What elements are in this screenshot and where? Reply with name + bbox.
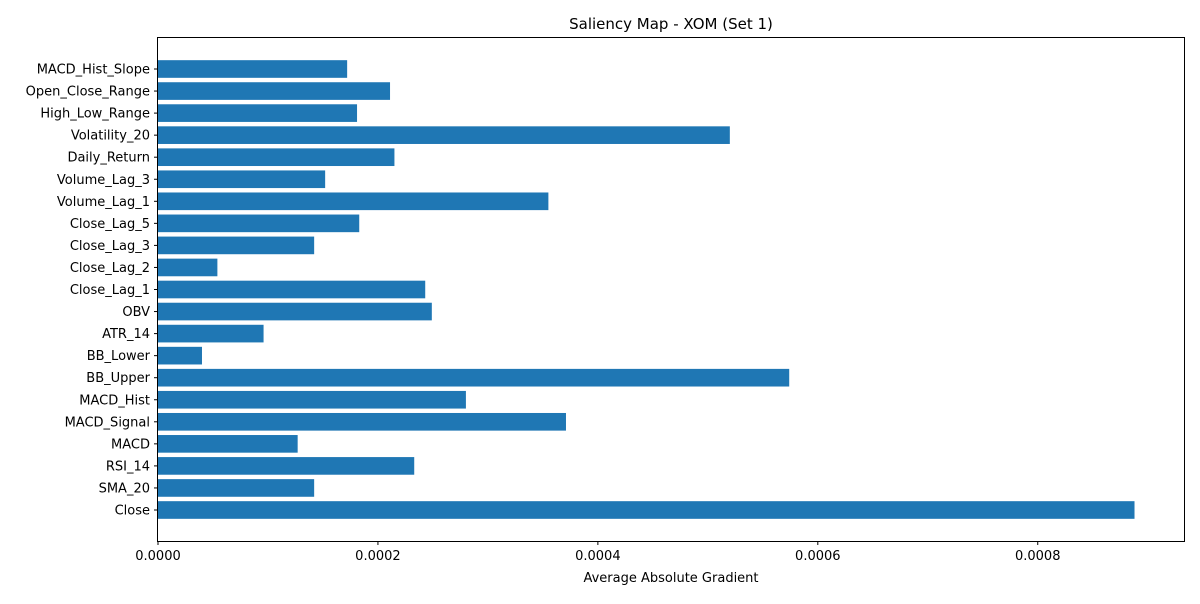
y-tick-label: Close <box>115 504 150 519</box>
y-tick-label: MACD <box>111 437 150 452</box>
y-tick-label: High_Low_Range <box>40 107 150 122</box>
bar-obv <box>158 302 432 321</box>
y-tick-label: MACD_Hist <box>79 393 150 408</box>
y-tick-label: RSI_14 <box>106 459 150 474</box>
bar-high-low-range <box>158 104 358 122</box>
bar-macd <box>158 435 298 453</box>
bar-close <box>158 501 1135 519</box>
bar-volume-lag-3 <box>158 170 326 189</box>
bar-rsi-14 <box>158 457 415 475</box>
bar-open-close-range <box>158 82 391 100</box>
y-tick-label: OBV <box>122 305 150 320</box>
y-tick-label: Close_Lag_3 <box>70 239 150 254</box>
bars-group <box>158 60 1135 519</box>
x-tick-label: 0.0008 <box>1015 549 1061 564</box>
x-axis-label: Average Absolute Gradient <box>583 571 758 586</box>
bar-daily-return <box>158 148 395 167</box>
bar-close-lag-3 <box>158 236 315 255</box>
y-tick-label: Open_Close_Range <box>26 85 150 100</box>
bar-volatility-20 <box>158 126 730 144</box>
y-tick-label: Close_Lag_1 <box>70 283 150 298</box>
bar-macd-hist-slope <box>158 60 348 78</box>
plot-frame <box>157 37 1185 542</box>
y-tick-label: BB_Lower <box>87 349 151 364</box>
x-axis-ticks: 0.0000 0.0002 0.0004 0.0006 0.0008 <box>135 541 1060 564</box>
x-tick-label: 0.0006 <box>795 549 841 564</box>
bar-atr-14 <box>158 324 264 343</box>
x-tick-label: 0.0000 <box>135 549 181 564</box>
y-tick-label: MACD_Signal <box>65 415 150 430</box>
y-tick-label: Close_Lag_2 <box>70 261 150 276</box>
bar-bb-lower <box>158 346 202 365</box>
bar-close-lag-1 <box>158 280 426 299</box>
chart-title: Saliency Map - XOM (Set 1) <box>569 15 773 33</box>
x-tick-label: 0.0002 <box>355 549 401 564</box>
x-tick-label: 0.0004 <box>575 549 621 564</box>
y-tick-label: BB_Upper <box>86 371 150 386</box>
y-tick-label: SMA_20 <box>99 481 150 496</box>
bar-close-lag-5 <box>158 214 360 233</box>
bar-macd-hist <box>158 390 466 409</box>
y-tick-label: Volume_Lag_3 <box>57 173 150 188</box>
y-tick-label: ATR_14 <box>102 327 150 342</box>
y-tick-label: Daily_Return <box>67 151 150 166</box>
bar-sma-20 <box>158 479 315 497</box>
y-tick-label: Close_Lag_5 <box>70 217 150 232</box>
y-tick-label: Volume_Lag_1 <box>57 195 150 210</box>
bar-macd-signal <box>158 412 566 431</box>
bar-volume-lag-1 <box>158 192 549 211</box>
y-tick-label: Volatility_20 <box>71 129 150 144</box>
bar-bb-upper <box>158 368 790 387</box>
y-axis-ticks: Close SMA_20 RSI_14 MACD MACD_Signal MACD_His… <box>26 63 158 519</box>
y-tick-label: MACD_Hist_Slope <box>37 63 150 78</box>
bar-close-lag-2 <box>158 258 218 277</box>
